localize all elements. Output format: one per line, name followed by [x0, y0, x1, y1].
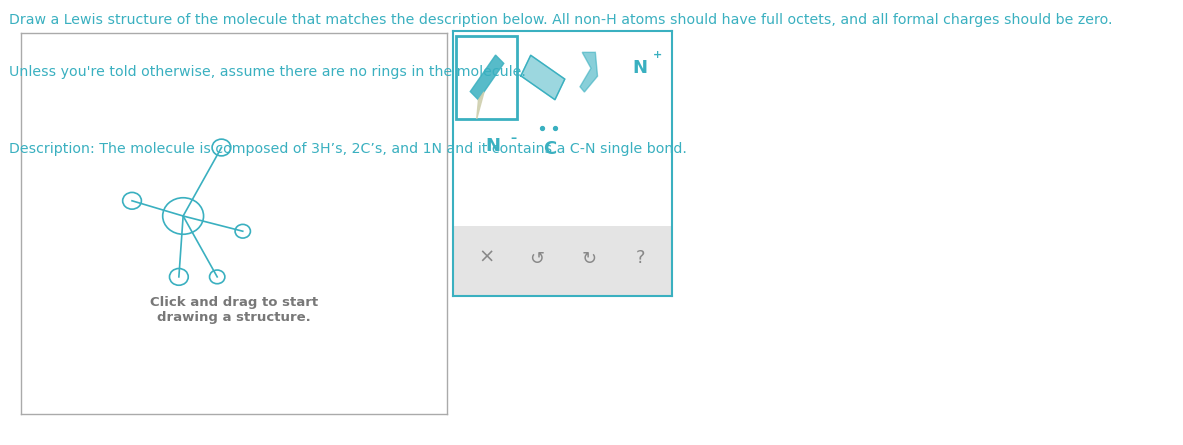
Text: C: C [543, 140, 556, 158]
Polygon shape [521, 55, 564, 100]
Polygon shape [477, 92, 484, 119]
FancyBboxPatch shape [457, 36, 517, 118]
Text: ×: × [479, 248, 496, 267]
Text: ↻: ↻ [581, 250, 596, 268]
Text: ?: ? [635, 249, 645, 267]
Text: –: – [510, 132, 516, 145]
FancyBboxPatch shape [453, 226, 672, 296]
Text: N: N [485, 138, 500, 155]
Text: Click and drag to start
drawing a structure.: Click and drag to start drawing a struct… [150, 296, 318, 324]
Polygon shape [580, 53, 597, 92]
Text: ↺: ↺ [529, 250, 544, 268]
Text: +: + [653, 50, 662, 60]
Text: Description: The molecule is composed of 3H’s, 2C’s, and 1N and it contains a C-: Description: The molecule is composed of… [9, 142, 687, 156]
Text: Unless you're told otherwise, assume there are no rings in the molecule.: Unless you're told otherwise, assume the… [9, 65, 526, 78]
Text: N: N [633, 59, 648, 77]
Text: Draw a Lewis structure of the molecule that matches the description below. All n: Draw a Lewis structure of the molecule t… [9, 13, 1113, 27]
Polygon shape [471, 55, 504, 100]
